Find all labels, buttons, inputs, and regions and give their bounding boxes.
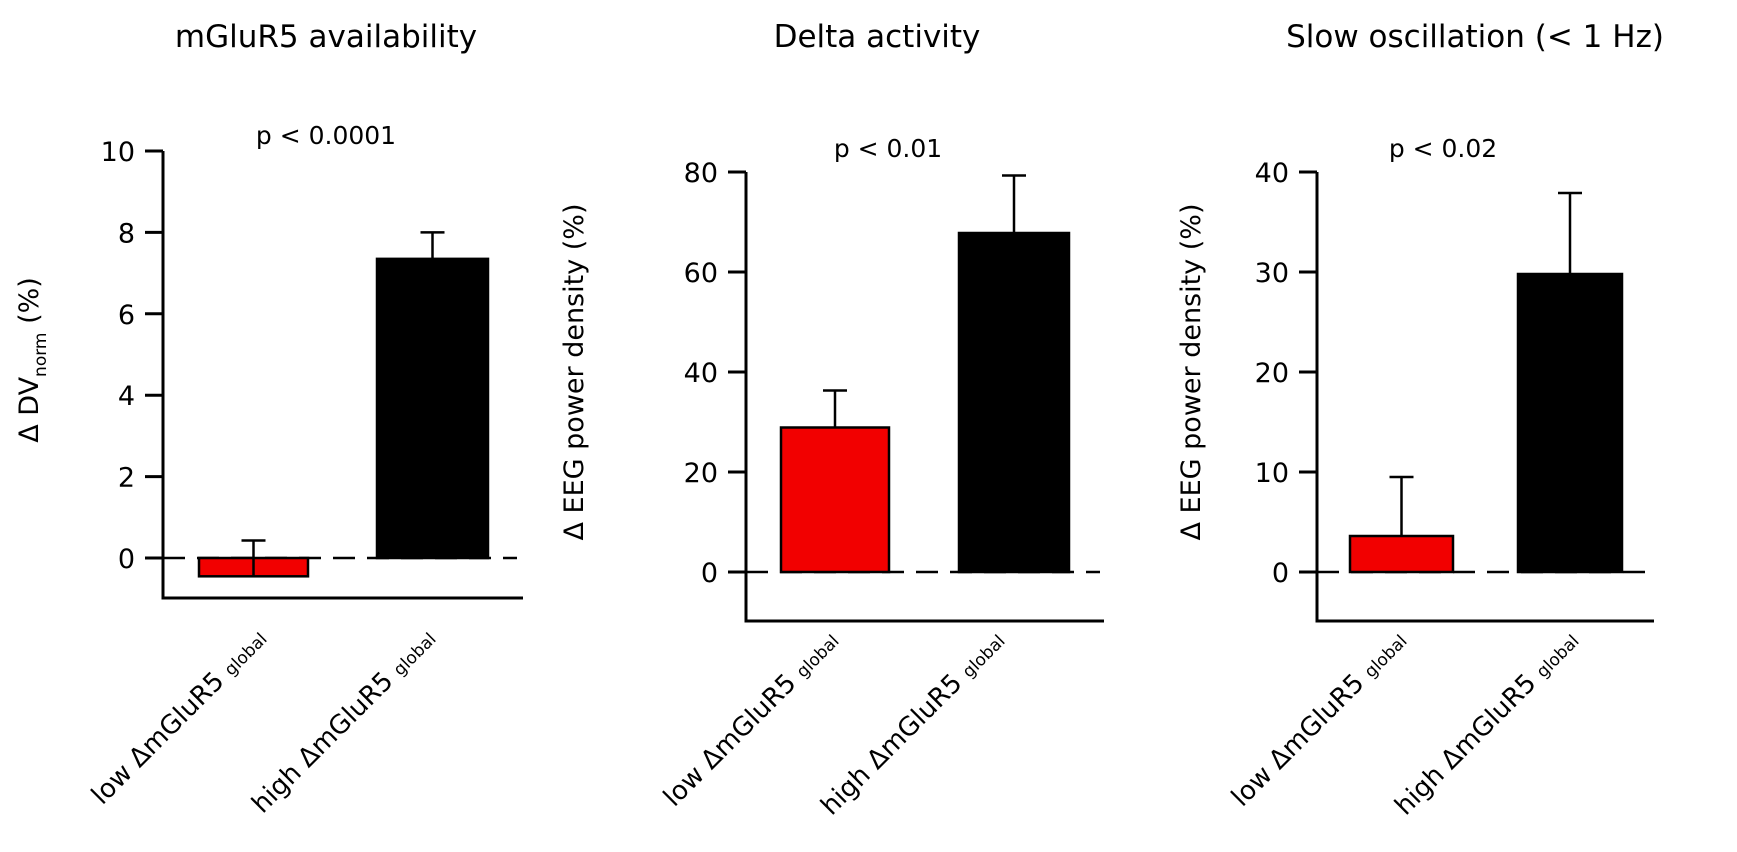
- category-label-main: low ΔmGluR5: [86, 660, 236, 810]
- y-axis-label-main: Δ DV: [14, 376, 45, 442]
- y-axis-label-main: Δ EEG power density (%): [559, 203, 590, 540]
- y-tick-label: 10: [1255, 458, 1289, 489]
- category-label-main: high ΔmGluR5: [815, 662, 974, 821]
- x-category-label: high ΔmGluR5 global: [1389, 626, 1585, 822]
- bar-low: [1348, 534, 1455, 574]
- y-tick-label: 8: [118, 218, 135, 249]
- category-label-main: low ΔmGluR5: [658, 662, 808, 812]
- y-tick-label: 40: [684, 358, 718, 389]
- category-label-subscript: global: [1361, 631, 1412, 682]
- panel-mglur5-availability: mGluR5 availability p < 0.0001 0 2 4 6 8 10 lo…: [14, 19, 523, 819]
- category-label-subscript: global: [221, 629, 272, 680]
- bar-high: [1516, 272, 1624, 574]
- category-label-subscript: global: [1533, 631, 1584, 682]
- x-category-label: high ΔmGluR5 global: [246, 624, 442, 820]
- y-tick-label: 10: [101, 137, 135, 168]
- y-axis-label: Δ EEG power density (%): [1176, 203, 1207, 540]
- y-axis-label-subscript: norm: [31, 333, 51, 377]
- bar-low: [779, 426, 891, 574]
- y-tick-label: 6: [118, 300, 135, 331]
- category-label-main: high ΔmGluR5: [1389, 662, 1548, 821]
- y-tick-label: 0: [701, 558, 718, 589]
- x-category-label: low ΔmGluR5 global: [86, 624, 273, 811]
- category-label-main: high ΔmGluR5: [246, 660, 405, 819]
- y-tick-label: 30: [1255, 258, 1289, 289]
- y-tick-label: 40: [1255, 158, 1289, 189]
- y-axis-label: Δ DVnorm (%): [14, 277, 51, 443]
- p-value-annotation: p < 0.02: [1389, 134, 1497, 163]
- x-category-label: high ΔmGluR5 global: [815, 626, 1011, 822]
- panel-title: mGluR5 availability: [175, 19, 477, 55]
- y-tick-label: 0: [1272, 558, 1289, 589]
- x-category-label: low ΔmGluR5 global: [1226, 626, 1413, 813]
- y-tick-label: 4: [118, 381, 135, 412]
- panel-title: Slow oscillation (< 1 Hz): [1286, 19, 1664, 55]
- y-tick-label: 80: [684, 158, 718, 189]
- y-tick-label: 60: [684, 258, 718, 289]
- y-tick-label: 0: [118, 544, 135, 575]
- y-axis-label-suffix: (%): [14, 277, 45, 332]
- category-label-main: low ΔmGluR5: [1226, 662, 1376, 812]
- panel-slow-oscillation: Slow oscillation (< 1 Hz) p < 0.02 0 10 20…: [1176, 19, 1664, 821]
- y-tick-label: 20: [684, 458, 718, 489]
- panel-title: Delta activity: [774, 19, 981, 55]
- p-value-annotation: p < 0.01: [834, 134, 942, 163]
- p-value-annotation: p < 0.0001: [256, 121, 396, 150]
- panel-delta-activity: Delta activity p < 0.01 0 20 40 60 80 low ΔmG…: [559, 19, 1104, 821]
- y-tick-label: 20: [1255, 358, 1289, 389]
- bar-high: [375, 257, 490, 560]
- category-label-subscript: global: [793, 631, 844, 682]
- y-tick-label: 2: [118, 463, 135, 494]
- y-axis-label-main: Δ EEG power density (%): [1176, 203, 1207, 540]
- x-category-label: low ΔmGluR5 global: [658, 626, 845, 813]
- y-axis-label: Δ EEG power density (%): [559, 203, 590, 540]
- category-label-subscript: global: [390, 629, 441, 680]
- category-label-subscript: global: [959, 631, 1010, 682]
- bar-high: [957, 231, 1071, 574]
